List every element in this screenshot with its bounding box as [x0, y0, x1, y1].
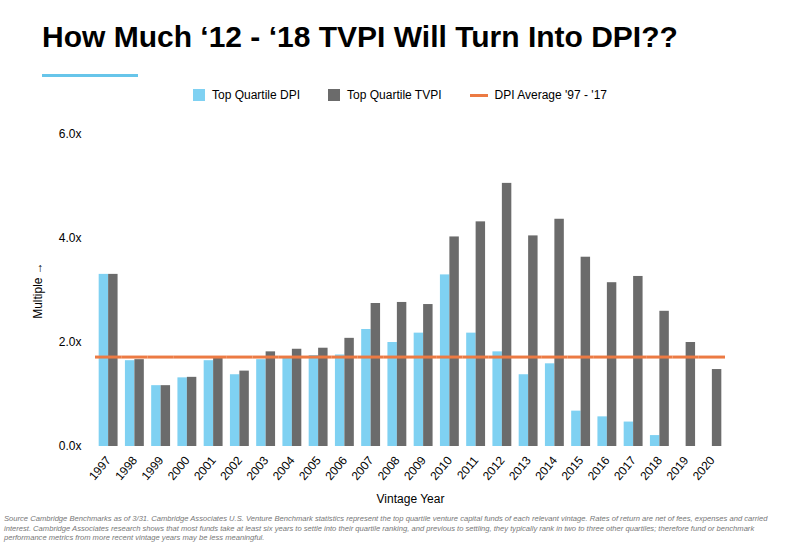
svg-text:2005: 2005: [296, 453, 324, 483]
svg-text:1997: 1997: [86, 453, 114, 483]
svg-text:4.0x: 4.0x: [59, 231, 82, 245]
svg-text:2011: 2011: [454, 453, 482, 482]
svg-text:2018: 2018: [637, 453, 665, 483]
svg-text:2015: 2015: [558, 453, 586, 483]
svg-text:2012: 2012: [480, 453, 508, 483]
svg-text:2001: 2001: [191, 453, 219, 483]
svg-text:2003: 2003: [243, 453, 271, 483]
svg-text:2019: 2019: [663, 453, 691, 483]
svg-text:2010: 2010: [427, 453, 455, 483]
svg-text:1999: 1999: [138, 453, 166, 483]
svg-text:2020: 2020: [690, 453, 718, 483]
html-text:DPI Average '97 - '17: DPI Average '97 - '17: [494, 88, 607, 102]
svg-text:6.0x: 6.0x: [59, 127, 82, 141]
svg-text:Multiple →: Multiple →: [31, 262, 45, 319]
svg-text:0.0x: 0.0x: [59, 439, 82, 453]
html-text:Top Quartile DPI: Top Quartile DPI: [212, 88, 300, 102]
svg-text:2017: 2017: [611, 453, 639, 483]
svg-text:2016: 2016: [585, 453, 613, 483]
svg-text:2006: 2006: [322, 453, 350, 483]
svg-text:2.0x: 2.0x: [59, 335, 82, 349]
html-text:Source Cambridge Benchmarks as: Source Cambridge Benchmarks as of 3/31. …: [4, 514, 768, 543]
svg-text:2007: 2007: [348, 453, 376, 483]
svg-text:Vintage Year: Vintage Year: [377, 492, 445, 506]
svg-text:2013: 2013: [506, 453, 534, 483]
html-text:How Much ‘12 - ‘18 TVPI Will T: How Much ‘12 - ‘18 TVPI Will Turn Into D…: [42, 20, 678, 53]
svg-text:2009: 2009: [401, 453, 429, 483]
svg-text:2014: 2014: [532, 453, 560, 483]
svg-text:2002: 2002: [217, 453, 245, 483]
svg-text:2000: 2000: [165, 453, 193, 483]
svg-text:2008: 2008: [375, 453, 403, 483]
html-text:Top Quartile TVPI: Top Quartile TVPI: [347, 88, 442, 102]
svg-text:1998: 1998: [112, 453, 140, 483]
svg-text:2004: 2004: [270, 453, 298, 483]
